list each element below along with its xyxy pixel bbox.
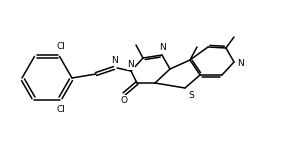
Text: Cl: Cl <box>56 105 65 114</box>
Text: O: O <box>120 96 127 105</box>
Text: N: N <box>160 43 166 52</box>
Text: N: N <box>128 60 134 69</box>
Text: Cl: Cl <box>56 42 65 51</box>
Text: N: N <box>111 56 117 65</box>
Text: N: N <box>237 58 244 67</box>
Text: S: S <box>188 91 194 100</box>
